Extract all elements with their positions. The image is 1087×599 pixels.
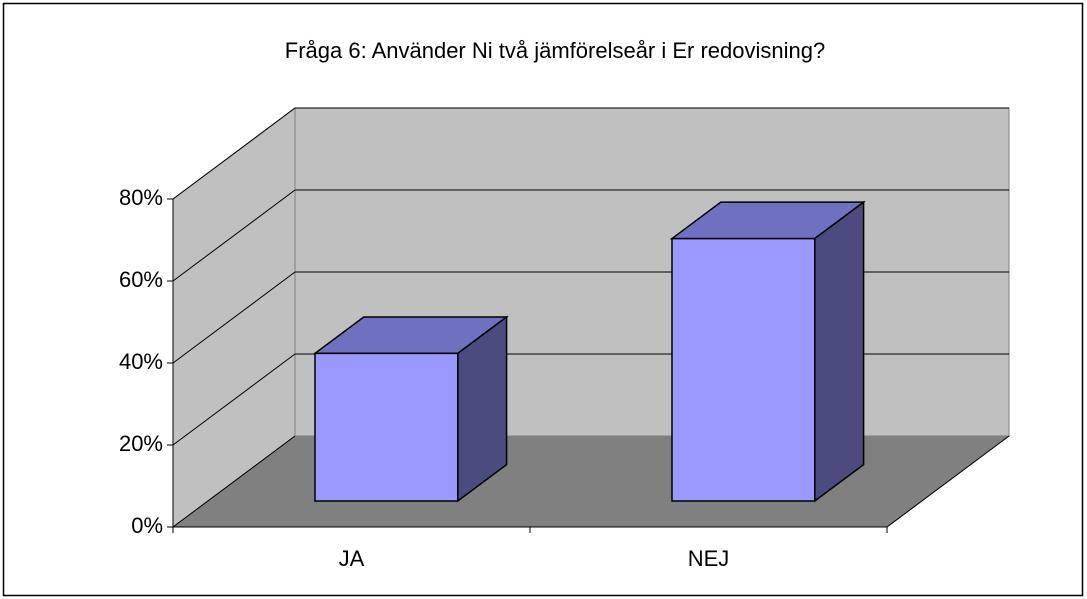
grid-line xyxy=(172,189,296,282)
floor-edge xyxy=(886,435,1010,528)
y-tick-label: 80% xyxy=(119,185,163,210)
x-tick-label: NEJ xyxy=(688,546,730,571)
bar-side xyxy=(814,200,865,503)
grid-line xyxy=(172,271,296,364)
grid-line xyxy=(172,435,296,528)
y-tick-label: 0% xyxy=(131,513,163,538)
chart-title: Fråga 6: Använder Ni två jämförelseår i … xyxy=(285,38,825,63)
grid-line xyxy=(172,353,296,446)
floor xyxy=(171,435,1011,528)
y-tick-label: 20% xyxy=(119,431,163,456)
y-tick-label: 40% xyxy=(119,349,163,374)
x-tick-label: JA xyxy=(339,546,365,571)
y-tick-label: 60% xyxy=(119,267,163,292)
bar xyxy=(671,237,816,502)
bar xyxy=(314,352,459,502)
grid-line xyxy=(172,107,296,200)
